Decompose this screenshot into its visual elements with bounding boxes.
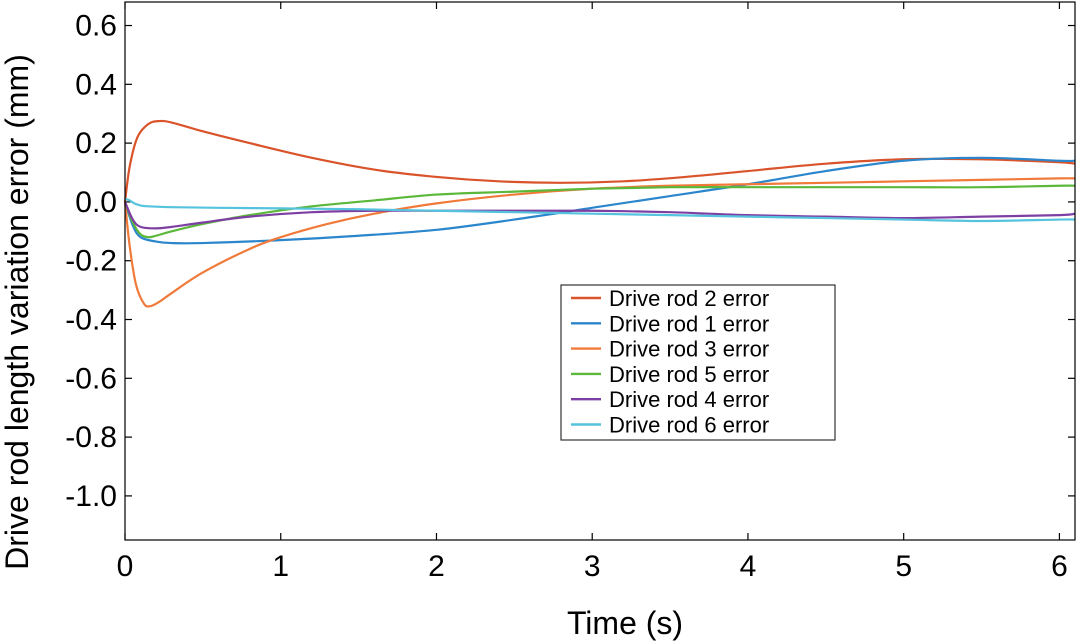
- x-tick-label: 1: [272, 550, 289, 583]
- y-tick-label: -0.2: [65, 245, 117, 278]
- legend-label-drive-rod-3-error: Drive rod 3 error: [609, 337, 769, 362]
- x-axis-title: Time (s): [567, 605, 683, 641]
- x-tick-label: 2: [428, 550, 445, 583]
- y-tick-label: 0.0: [75, 186, 117, 219]
- legend-label-drive-rod-5-error: Drive rod 5 error: [609, 362, 769, 387]
- y-tick-label: 0.4: [75, 68, 117, 101]
- x-tick-label: 5: [895, 550, 912, 583]
- y-tick-label: 0.2: [75, 127, 117, 160]
- x-tick-label: 3: [584, 550, 601, 583]
- legend-label-drive-rod-4-error: Drive rod 4 error: [609, 387, 769, 412]
- y-axis-title: Drive rod length variation error (mm): [0, 54, 35, 570]
- series-line-drive-rod-5-error: [123, 184, 1076, 239]
- legend-label-drive-rod-2-error: Drive rod 2 error: [609, 286, 769, 311]
- x-tick-label: 6: [1051, 550, 1068, 583]
- y-tick-label: -0.4: [65, 304, 117, 337]
- y-tick-label: -1.0: [65, 480, 117, 513]
- legend-label-drive-rod-6-error: Drive rod 6 error: [609, 413, 769, 438]
- x-tick-label: 0: [117, 550, 134, 583]
- y-tick-label: -0.8: [65, 421, 117, 454]
- y-tick-label: 0.6: [75, 10, 117, 43]
- x-tick-label: 4: [740, 550, 757, 583]
- y-tick-label: -0.6: [65, 362, 117, 395]
- series-line-drive-rod-3-error: [123, 177, 1076, 308]
- series-line-drive-rod-6-error: [124, 197, 1076, 223]
- legend-label-drive-rod-1-error: Drive rod 1 error: [609, 311, 769, 336]
- x-axis-ticks: 0 1 2 3 4 5 6: [117, 2, 1068, 583]
- y-axis-ticks: 0.6 0.4 0.2 0.0 -0.2 -0.4 -0.6 -0.8 -1.0: [65, 10, 1075, 513]
- legend-box: [560, 284, 836, 441]
- series-lines: [123, 119, 1076, 308]
- series-line-drive-rod-1-error: [123, 156, 1076, 245]
- plot-frame: [124, 1, 1076, 541]
- series-line-drive-rod-2-error: [123, 119, 1076, 203]
